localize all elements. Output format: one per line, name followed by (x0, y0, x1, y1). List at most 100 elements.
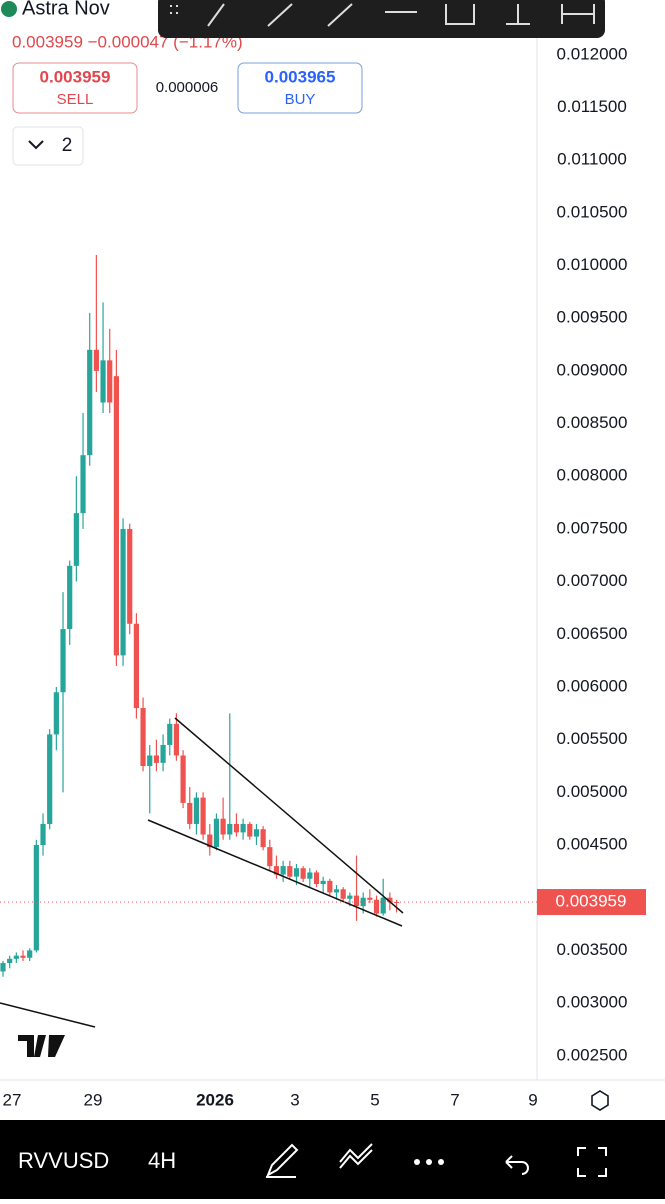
x-tick-label: 2026 (196, 1090, 234, 1109)
drag-handle[interactable] (170, 5, 178, 14)
footer-symbol[interactable]: RVVUSD (18, 1148, 109, 1173)
more-dot[interactable] (426, 1159, 432, 1165)
candle-body (313, 872, 320, 885)
sell-button[interactable]: 0.003959 SELL (12, 62, 138, 114)
candle-body (73, 513, 79, 566)
symbol-name: Astra Nov (22, 0, 110, 19)
candle-body (347, 895, 353, 899)
candle-body (353, 895, 360, 907)
candle-body (333, 889, 340, 893)
candle-body (320, 880, 326, 885)
candle-body (153, 755, 160, 763)
candle-body (240, 823, 246, 833)
candle-body (307, 872, 313, 879)
candle-body (300, 868, 306, 879)
indicator-icon[interactable] (339, 1143, 373, 1169)
tool-trend[interactable] (207, 3, 225, 27)
x-tick-label: 27 (3, 1090, 22, 1109)
tool-rect[interactable] (445, 4, 475, 25)
candle-body (267, 847, 273, 867)
tool-vline[interactable] (506, 4, 530, 25)
bottom-bar-bg (0, 1120, 665, 1199)
y-tick-label: 0.006500 (557, 624, 628, 643)
candle-body (380, 897, 386, 914)
y-tick-label: 0.010000 (557, 255, 628, 274)
x-tick-label: 7 (450, 1090, 459, 1109)
candle-body (287, 866, 293, 877)
x-tick-label: 3 (290, 1090, 299, 1109)
candle-body (280, 866, 286, 875)
y-tick-label: 0.003000 (557, 993, 628, 1012)
tool-range[interactable] (561, 4, 595, 24)
spread: 0.000006 (156, 79, 219, 96)
candle-body (273, 866, 280, 875)
y-tick-label: 0.011500 (557, 97, 627, 116)
tool-ray[interactable] (267, 3, 293, 27)
candle-body (293, 868, 300, 877)
bottom-bar: RVVUSD 4H (0, 1120, 665, 1199)
candle-body (160, 744, 166, 763)
buy-label: BUY (285, 91, 316, 108)
candle-body (20, 955, 26, 958)
candle-body (100, 360, 106, 403)
y-tick-label: 0.009000 (557, 360, 628, 379)
sell-price: 0.003959 (40, 67, 111, 86)
layers-toggle[interactable]: 2 (12, 126, 84, 166)
drawing-toolbar (158, 0, 605, 38)
y-tick-label: 0.011000 (557, 150, 627, 169)
undo-icon[interactable] (505, 1155, 529, 1175)
tool-line[interactable] (327, 3, 353, 27)
candle-body (53, 692, 59, 735)
candle-body (327, 880, 333, 893)
candle-body (80, 455, 86, 514)
y-tick-label: 0.005000 (557, 782, 628, 801)
candles (0, 254, 400, 977)
draw-icon[interactable] (266, 1143, 299, 1178)
candle-body (180, 755, 186, 803)
candle-body (7, 958, 13, 964)
candle-body (47, 734, 53, 824)
candle-body (0, 963, 6, 972)
settings-icon[interactable] (591, 1090, 609, 1111)
candle-body (220, 818, 226, 835)
fullscreen-icon[interactable] (577, 1147, 607, 1177)
tv-logo (18, 1035, 65, 1057)
sell-box[interactable] (12, 62, 138, 114)
wedge-upper-line (174, 717, 404, 914)
time-axis: 27 29 2026 3 5 7 9 (3, 1090, 538, 1109)
candle-body (60, 629, 66, 693)
candle-body (93, 349, 99, 371)
candle-body (133, 623, 139, 709)
more-dot[interactable] (414, 1159, 420, 1165)
y-tick-label: 0.007500 (557, 518, 628, 537)
candle-body (207, 834, 213, 848)
candle-body (67, 565, 73, 630)
footer-interval[interactable]: 4H (148, 1148, 176, 1173)
y-tick-label: 0.008500 (557, 413, 628, 432)
candle-body (40, 823, 46, 846)
candle-body (113, 376, 119, 656)
y-tick-label: 0.002500 (557, 1045, 628, 1064)
x-tick-label: 9 (528, 1090, 537, 1109)
candle-body (167, 723, 173, 745)
chevron-icon (28, 140, 44, 150)
candle-body (387, 897, 393, 902)
more-dot[interactable] (438, 1159, 444, 1165)
layers-count: 2 (62, 135, 73, 156)
candle-body (247, 823, 253, 837)
y-tick-label: 0.005500 (557, 729, 628, 748)
candle-body (27, 950, 33, 958)
candle-body (340, 889, 346, 899)
candle-body (87, 349, 93, 456)
candle-body (360, 897, 366, 907)
layers-box[interactable] (12, 126, 84, 166)
wedge-lower-line (147, 819, 403, 927)
buy-box[interactable] (237, 62, 363, 114)
candle-body (200, 797, 206, 835)
last-price-label: 0.003959 (556, 892, 627, 911)
candle-body (260, 829, 266, 848)
buy-button[interactable]: 0.003965 BUY (237, 62, 363, 114)
symbol-icon (1, 1, 17, 17)
candle-body (173, 723, 180, 756)
